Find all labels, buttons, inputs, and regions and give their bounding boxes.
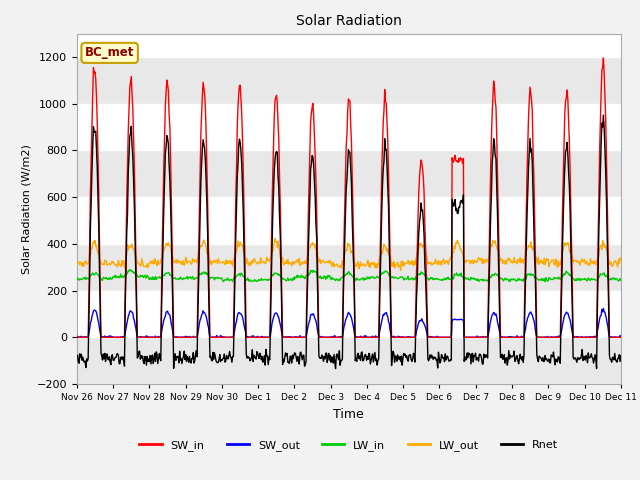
SW_in	[83, 335, 90, 340]
Rnet	[139, 353, 147, 359]
Bar	[77, 57, 621, 104]
Line: LW_out: LW_out	[77, 238, 621, 270]
Rnet	[617, 353, 625, 359]
Rnet	[431, 355, 439, 360]
SW_in	[617, 335, 625, 340]
SW_out	[431, 334, 439, 340]
LW_in	[224, 277, 232, 283]
LW_out	[271, 235, 279, 241]
SW_out	[76, 335, 84, 340]
LW_in	[73, 276, 81, 282]
SW_out	[84, 335, 92, 340]
SW_out	[617, 335, 625, 340]
LW_in	[433, 276, 440, 281]
Rnet	[416, 219, 424, 225]
SW_in	[223, 335, 230, 340]
Rnet	[73, 353, 81, 359]
X-axis label: Time: Time	[333, 408, 364, 420]
Line: LW_in: LW_in	[77, 270, 621, 282]
LW_out	[194, 254, 202, 260]
Rnet	[194, 313, 202, 319]
Bar	[77, 337, 621, 384]
Title: Solar Radiation: Solar Radiation	[296, 14, 402, 28]
LW_out	[83, 261, 90, 266]
Line: Rnet: Rnet	[77, 115, 621, 369]
SW_in	[73, 335, 81, 340]
Y-axis label: Solar Radiation (W/m2): Solar Radiation (W/m2)	[21, 144, 31, 274]
Rnet	[600, 112, 607, 118]
Line: SW_in: SW_in	[77, 58, 621, 337]
SW_out	[600, 306, 607, 312]
LW_out	[433, 260, 440, 265]
LW_in	[417, 272, 424, 277]
SW_out	[223, 335, 231, 340]
SW_in	[431, 335, 438, 340]
SW_out	[140, 334, 147, 340]
SW_in	[194, 288, 202, 294]
LW_in	[195, 273, 202, 279]
SW_in	[415, 189, 422, 195]
SW_out	[416, 318, 424, 324]
Line: SW_out: SW_out	[77, 309, 621, 337]
SW_in	[600, 55, 607, 61]
Text: BC_met: BC_met	[85, 47, 134, 60]
Bar	[77, 244, 621, 290]
LW_out	[139, 260, 147, 265]
SW_out	[195, 325, 202, 331]
LW_out	[417, 240, 424, 246]
LW_in	[617, 277, 625, 283]
SW_out	[73, 334, 81, 340]
LW_in	[220, 279, 227, 285]
LW_out	[397, 267, 404, 273]
Legend: SW_in, SW_out, LW_in, LW_out, Rnet: SW_in, SW_out, LW_in, LW_out, Rnet	[135, 436, 563, 456]
SW_in	[139, 335, 147, 340]
LW_in	[126, 267, 134, 273]
LW_out	[73, 261, 81, 267]
Rnet	[223, 353, 230, 359]
LW_in	[140, 275, 147, 280]
Bar	[77, 150, 621, 197]
LW_out	[617, 256, 625, 262]
LW_in	[83, 276, 90, 282]
Rnet	[83, 356, 90, 362]
Rnet	[332, 366, 339, 372]
LW_out	[223, 261, 230, 266]
